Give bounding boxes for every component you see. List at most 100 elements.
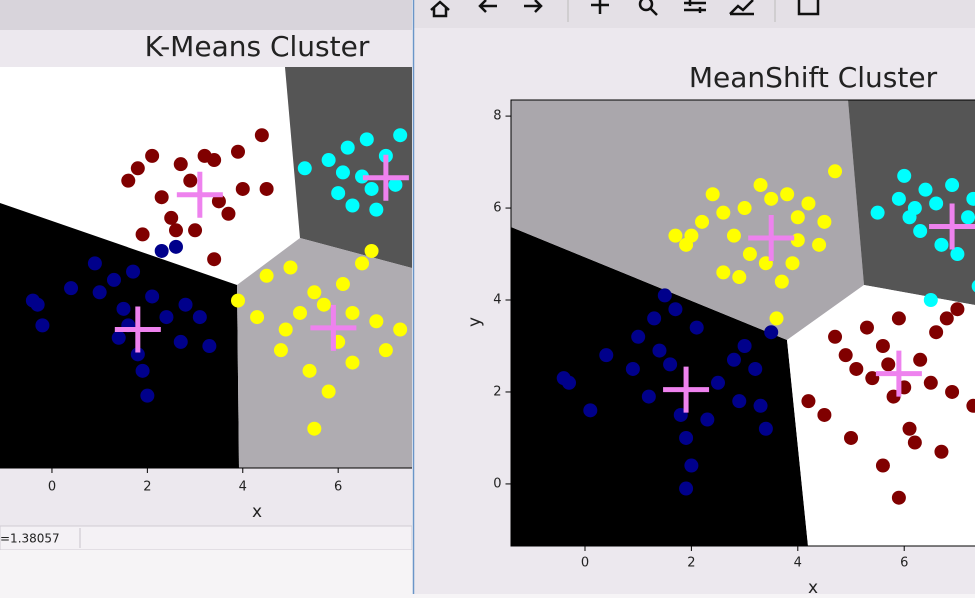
point	[742, 247, 757, 262]
point	[393, 322, 408, 337]
center-marker	[310, 304, 357, 351]
center-marker	[176, 171, 223, 218]
point	[345, 198, 360, 213]
point	[340, 140, 355, 155]
point	[668, 302, 683, 317]
point	[140, 388, 155, 403]
point	[335, 165, 350, 180]
point	[135, 227, 150, 242]
point	[737, 338, 752, 353]
point	[321, 153, 336, 168]
point	[168, 223, 183, 238]
point	[145, 289, 160, 304]
point	[838, 348, 853, 363]
point	[689, 320, 704, 335]
point	[753, 178, 768, 193]
y-tick-label: 0	[493, 476, 501, 491]
save-icon[interactable]	[797, 0, 820, 16]
point	[307, 285, 322, 300]
point	[145, 148, 160, 163]
x-tick-label: 0	[581, 556, 589, 571]
point	[250, 310, 265, 325]
point	[183, 173, 198, 188]
point	[748, 361, 763, 376]
point	[625, 361, 640, 376]
point	[168, 239, 183, 254]
home-icon[interactable]	[430, 0, 450, 18]
point	[202, 339, 217, 354]
x-tick-label: 4	[794, 556, 802, 571]
point	[726, 228, 741, 243]
y-axis-label: y	[465, 317, 485, 327]
point	[207, 153, 222, 168]
zoom-handle	[649, 7, 658, 16]
point	[780, 187, 795, 202]
settings-icon[interactable]	[684, 0, 706, 13]
pan-icon[interactable]	[591, 0, 609, 14]
point	[126, 264, 141, 279]
point	[207, 252, 222, 267]
y-tick-label: 2	[493, 384, 501, 399]
point	[211, 194, 226, 209]
point	[302, 363, 317, 378]
point	[828, 164, 843, 179]
point	[966, 398, 975, 413]
back-icon[interactable]	[478, 0, 497, 13]
center-marker	[663, 366, 710, 413]
point	[817, 407, 832, 422]
point	[764, 325, 779, 340]
point	[790, 210, 805, 225]
point	[273, 343, 288, 358]
x-axis-label: x	[808, 578, 818, 594]
point	[705, 187, 720, 202]
point	[902, 421, 917, 436]
point	[321, 384, 336, 399]
point	[907, 201, 922, 216]
point	[364, 181, 379, 196]
point	[364, 243, 379, 258]
point	[583, 403, 598, 418]
zoom-icon[interactable]	[638, 0, 654, 12]
point	[359, 132, 374, 147]
point	[716, 205, 731, 220]
point	[388, 177, 403, 192]
point	[259, 181, 274, 196]
point	[345, 355, 360, 370]
point	[913, 224, 928, 239]
point	[159, 310, 174, 325]
y-tick-label: 8	[493, 109, 501, 124]
meanshift-window: MeanShift Cluster 0 2 4 6 0 2 4 6 8 x y	[414, 0, 975, 594]
point	[923, 293, 938, 308]
plot-frame	[510, 99, 975, 547]
axes-icon[interactable]	[729, 0, 754, 16]
point	[891, 490, 906, 505]
point	[695, 214, 710, 229]
point	[918, 182, 933, 197]
point	[393, 128, 408, 143]
point	[875, 338, 890, 353]
point	[135, 363, 150, 378]
point	[891, 311, 906, 326]
point	[732, 270, 747, 285]
point	[929, 325, 944, 340]
point	[801, 394, 816, 409]
region	[511, 227, 808, 546]
plot: 0 2 4 6	[25, 128, 409, 495]
point	[164, 210, 179, 225]
center-marker	[114, 306, 161, 353]
x-tick-label: 6	[900, 556, 908, 571]
point	[297, 161, 312, 176]
point	[64, 281, 79, 296]
point	[679, 430, 694, 445]
center-marker	[875, 350, 922, 397]
toolbar-icons	[430, 0, 820, 22]
point	[116, 301, 131, 316]
point	[945, 178, 960, 193]
point	[913, 352, 928, 367]
point	[945, 384, 960, 399]
point	[732, 394, 747, 409]
forward-icon[interactable]	[524, 0, 543, 13]
point	[939, 311, 954, 326]
point	[331, 186, 346, 201]
